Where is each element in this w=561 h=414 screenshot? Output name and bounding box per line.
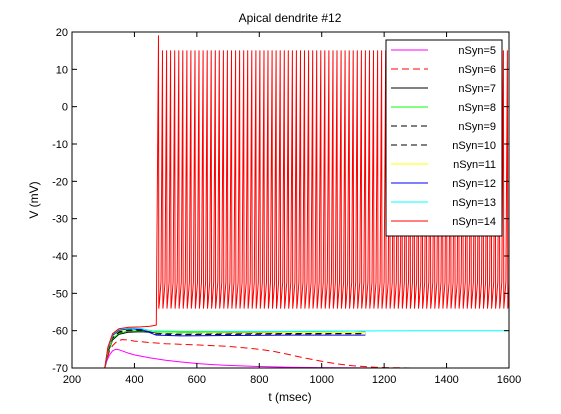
legend-label: nSyn=12 — [452, 178, 496, 190]
x-tick-label: 1000 — [309, 374, 333, 386]
legend-label: nSyn=14 — [452, 216, 496, 228]
y-tick-label: 10 — [56, 64, 68, 76]
x-tick-label: 800 — [250, 374, 268, 386]
y-tick-label: -60 — [52, 326, 68, 338]
legend: nSyn=5 nSyn=6 nSyn=7 nSyn=8 nSyn=9 nSyn=10 nSy… — [385, 39, 503, 237]
y-tick-label: -30 — [52, 214, 68, 226]
legend-label: nSyn=8 — [458, 102, 496, 114]
x-tick-label: 400 — [125, 374, 143, 386]
legend-label: nSyn=7 — [458, 83, 496, 95]
series-line-1 — [72, 348, 509, 368]
plot-frame — [71, 31, 510, 369]
legend-label: nSyn=10 — [452, 140, 496, 152]
y-tick-label: -50 — [52, 288, 68, 300]
y-tick-label: -40 — [52, 251, 68, 263]
y-tick-label: -70 — [52, 363, 68, 375]
y-tick-label: 20 — [56, 27, 68, 39]
legend-label: nSyn=13 — [452, 197, 496, 209]
legend-label: nSyn=9 — [458, 121, 496, 133]
y-tick-label: -10 — [52, 139, 68, 151]
series-line-2 — [72, 339, 509, 368]
y-axis-label: V (mV) — [27, 181, 41, 218]
legend-label: nSyn=11 — [453, 159, 496, 171]
x-tick-label: 1600 — [497, 374, 521, 386]
x-tick-label: 200 — [63, 374, 81, 386]
ticks-layer: 200 400 600 800 1000 1200 1400 1600 20 10 0 -10 -20 -… — [52, 27, 521, 386]
legend-label: nSyn=5 — [458, 45, 496, 57]
x-tick-label: 600 — [188, 374, 206, 386]
legend-box — [385, 39, 503, 237]
legend-label: nSyn=6 — [458, 64, 496, 76]
chart-title: Apical dendrite #12 — [239, 11, 342, 25]
series-line-5 — [72, 329, 366, 368]
x-axis-label: t (msec) — [268, 390, 311, 404]
x-tick-label: 1200 — [372, 374, 396, 386]
y-tick-label: 0 — [62, 102, 68, 114]
x-tick-label: 1400 — [434, 374, 458, 386]
y-tick-label: -20 — [52, 176, 68, 188]
